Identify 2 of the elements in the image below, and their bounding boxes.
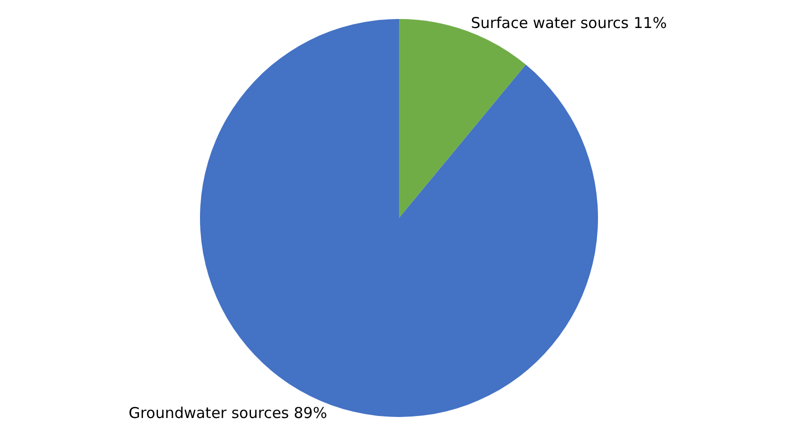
- slice-label: Surface water sourcs 11%: [470, 14, 667, 32]
- slice-label: Groundwater sources 89%: [128, 404, 328, 422]
